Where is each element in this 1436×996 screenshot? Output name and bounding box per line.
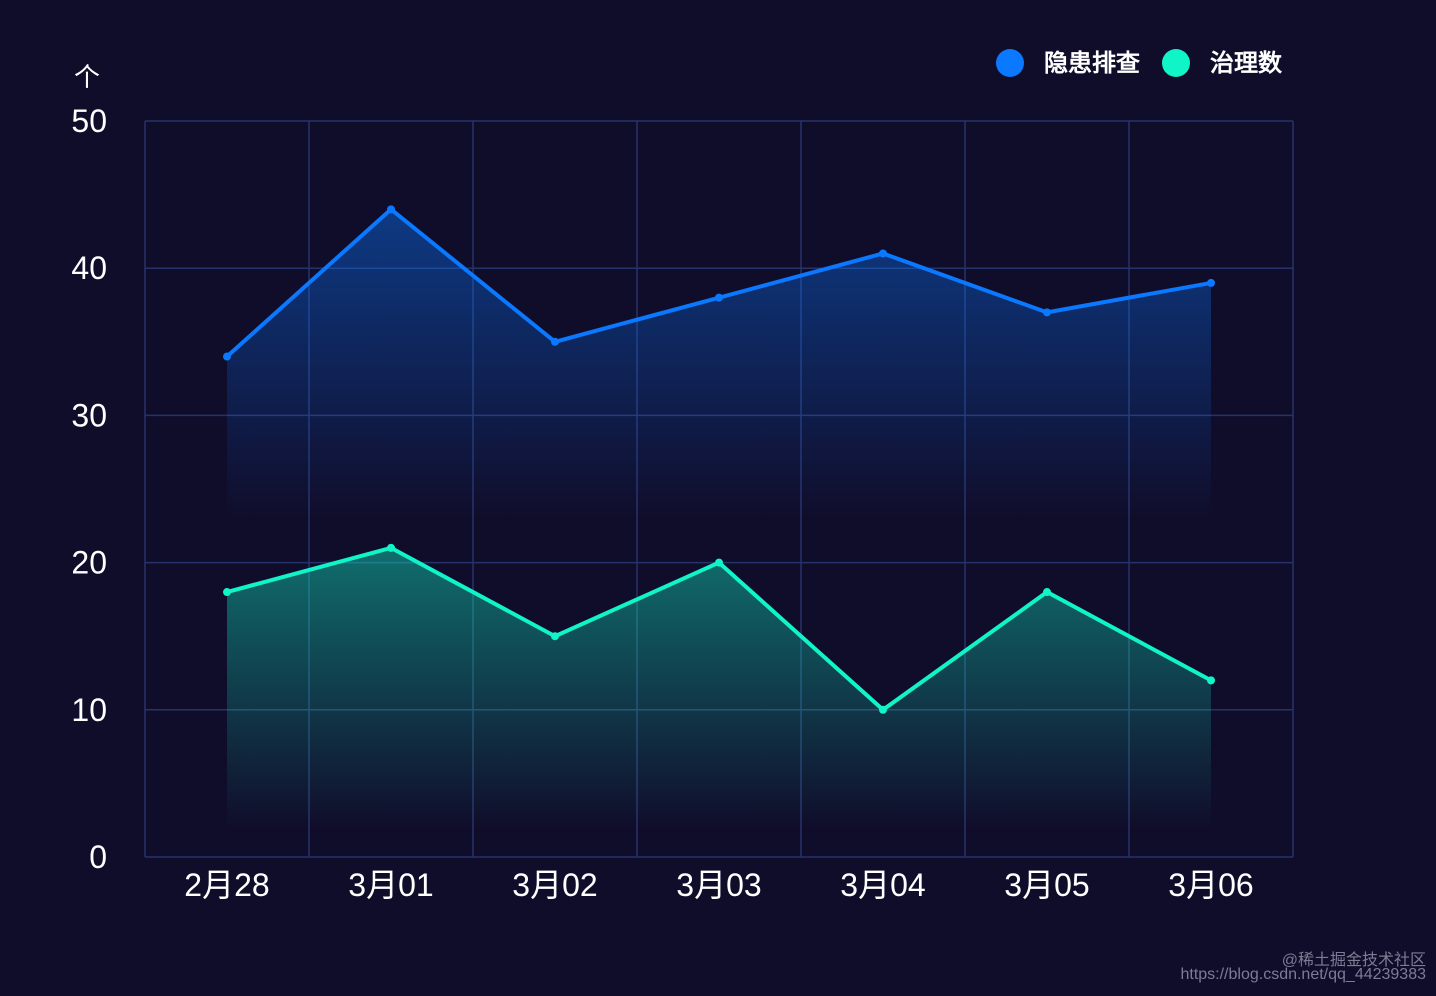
legend-marker-icon [996, 49, 1024, 77]
data-point [1207, 278, 1215, 287]
y-axis-unit-label: 个 [74, 62, 100, 92]
data-point [223, 352, 231, 361]
x-tick-label: 3月04 [840, 867, 925, 903]
legend-item[interactable]: 隐患排查 [996, 49, 1140, 77]
series-area [227, 209, 1211, 519]
data-point [715, 558, 723, 567]
x-tick-label: 3月01 [348, 867, 433, 903]
legend-label: 隐患排查 [1044, 49, 1140, 77]
data-point [551, 632, 559, 641]
data-point [879, 705, 887, 714]
data-point [387, 205, 395, 214]
x-tick-label: 3月06 [1168, 867, 1253, 903]
series-area [227, 547, 1211, 828]
y-tick-label: 50 [71, 103, 107, 139]
x-tick-label: 2月28 [184, 867, 269, 903]
y-tick-label: 0 [89, 839, 107, 875]
data-point [879, 249, 887, 258]
data-point [551, 337, 559, 346]
y-tick-label: 10 [71, 692, 107, 728]
data-point [1207, 676, 1215, 685]
legend-marker-icon [1162, 49, 1190, 77]
x-tick-label: 3月03 [676, 867, 761, 903]
x-tick-label: 3月02 [512, 867, 597, 903]
watermark-line-2: https://blog.csdn.net/qq_44239383 [1180, 966, 1426, 983]
y-tick-label: 20 [71, 545, 107, 581]
legend-label: 治理数 [1210, 49, 1283, 77]
data-point [223, 588, 231, 597]
data-point [1043, 308, 1051, 317]
data-point [715, 293, 723, 302]
y-tick-label: 30 [71, 397, 107, 433]
legend[interactable]: 隐患排查 治理数 [996, 49, 1283, 77]
x-tick-label: 3月05 [1004, 867, 1089, 903]
data-point [387, 543, 395, 552]
point-layer [223, 205, 1215, 714]
watermark-line-1: @稀土掘金技术社区 [1281, 952, 1426, 969]
data-point [1043, 588, 1051, 597]
tick-layer: 0 10 20 30 40 50 2月28 3月01 3月02 3月03 3月04 3月05 3月06 [71, 103, 1253, 903]
area-layer [227, 209, 1211, 828]
legend-item[interactable]: 治理数 [1162, 49, 1283, 77]
y-tick-label: 40 [71, 250, 107, 286]
